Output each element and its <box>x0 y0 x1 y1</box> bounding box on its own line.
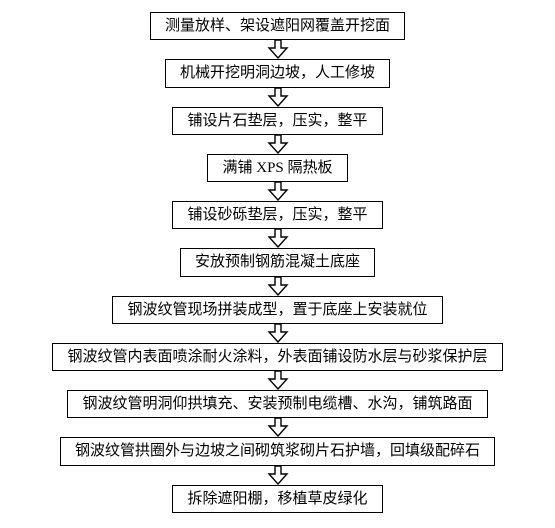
flow-step: 测量放样、架设遮阳网覆盖开挖面 <box>150 12 405 40</box>
flow-arrow <box>267 277 289 296</box>
flow-arrow <box>267 182 289 201</box>
flow-step: 钢波纹管内表面喷涂耐火涂料，外表面铺设防水层与砂浆保护层 <box>52 343 502 371</box>
flow-arrow <box>267 324 289 343</box>
flow-arrow <box>267 229 289 248</box>
flow-arrow <box>267 88 289 107</box>
flow-step: 铺设片石垫层，压实，整平 <box>172 107 382 135</box>
flow-step: 钢波纹管拱圈外与边坡之间砌筑浆砌片石护墙，回填级配碎石 <box>60 437 495 465</box>
flow-arrow <box>267 371 289 390</box>
flow-step: 铺设砂砾垫层，压实，整平 <box>172 201 382 229</box>
flow-arrow <box>267 418 289 437</box>
flow-step: 钢波纹管现场拼装成型，置于底座上安装就位 <box>112 296 442 324</box>
flow-arrow <box>267 135 289 154</box>
flow-arrow <box>267 466 289 485</box>
flow-step: 满铺 XPS 隔热板 <box>207 154 347 182</box>
flow-step: 安放预制钢筋混凝土底座 <box>180 248 375 276</box>
flow-step: 钢波纹管明洞仰拱填充、安装预制电缆槽、水沟，铺筑路面 <box>67 390 487 418</box>
flow-step: 拆除遮阳棚，移植草皮绿化 <box>172 485 382 513</box>
flow-step: 机械开挖明洞边坡，人工修坡 <box>165 59 390 87</box>
flow-arrow <box>267 40 289 59</box>
flowchart-container: 测量放样、架设遮阳网覆盖开挖面 机械开挖明洞边坡，人工修坡 铺设片石垫层，压实，… <box>0 0 555 513</box>
